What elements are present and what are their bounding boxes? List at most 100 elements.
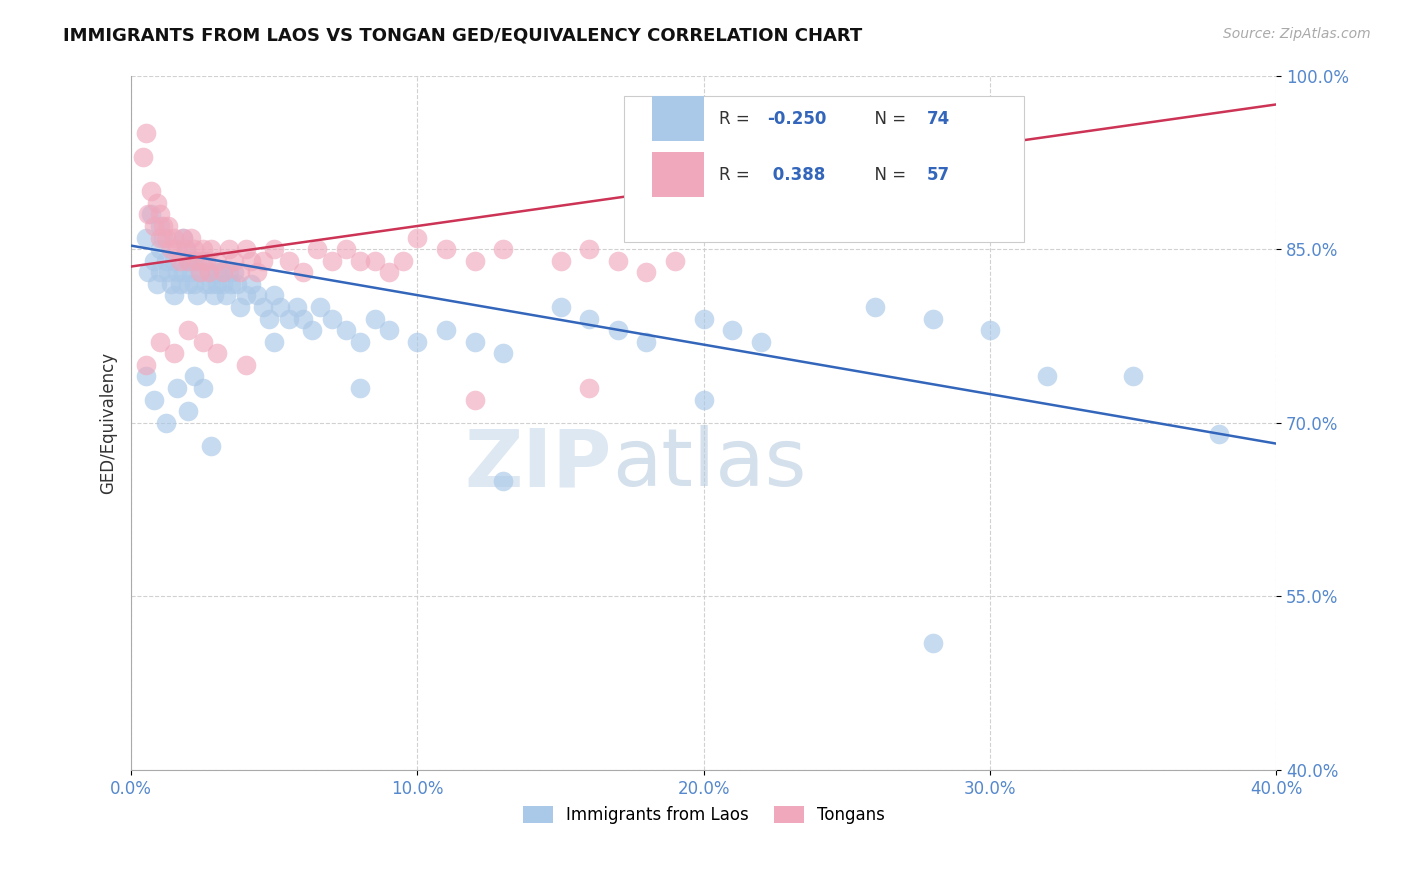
Point: [229, 300, 252, 314]
Point: [200, 242, 222, 256]
Point: [1122, 369, 1144, 384]
Point: [235, 288, 257, 302]
Point: [141, 184, 163, 198]
Point: [208, 265, 231, 279]
Text: 57: 57: [927, 166, 950, 184]
Point: [177, 277, 200, 291]
Point: [177, 253, 200, 268]
Point: [252, 253, 274, 268]
Point: [149, 230, 172, 244]
FancyBboxPatch shape: [652, 96, 703, 142]
Point: [166, 381, 188, 395]
Point: [229, 265, 252, 279]
Text: Source: ZipAtlas.com: Source: ZipAtlas.com: [1223, 27, 1371, 41]
Point: [197, 265, 219, 279]
Point: [183, 253, 205, 268]
Point: [291, 265, 314, 279]
Point: [921, 311, 943, 326]
Point: [263, 334, 285, 349]
Point: [240, 253, 263, 268]
Point: [163, 253, 186, 268]
Text: R =: R =: [718, 111, 755, 128]
Point: [177, 253, 200, 268]
Point: [224, 265, 246, 279]
Point: [378, 323, 401, 337]
Point: [492, 474, 515, 488]
Point: [1208, 427, 1230, 442]
Point: [183, 369, 205, 384]
Point: [163, 346, 186, 360]
Point: [606, 253, 628, 268]
Point: [180, 265, 202, 279]
Text: IMMIGRANTS FROM LAOS VS TONGAN GED/EQUIVALENCY CORRELATION CHART: IMMIGRANTS FROM LAOS VS TONGAN GED/EQUIV…: [63, 27, 862, 45]
Point: [434, 323, 457, 337]
Point: [174, 242, 197, 256]
Point: [152, 219, 174, 233]
Text: ZIP: ZIP: [465, 425, 612, 503]
Text: N =: N =: [863, 166, 911, 184]
Point: [335, 242, 357, 256]
Point: [131, 149, 153, 163]
Point: [749, 207, 772, 221]
Point: [226, 277, 249, 291]
Point: [135, 358, 157, 372]
Point: [692, 311, 714, 326]
Point: [349, 334, 371, 349]
Point: [406, 230, 429, 244]
Point: [215, 288, 238, 302]
Point: [186, 253, 208, 268]
Point: [692, 207, 714, 221]
Point: [191, 381, 214, 395]
Point: [146, 195, 169, 210]
Point: [180, 230, 202, 244]
Point: [143, 392, 166, 407]
Point: [636, 334, 658, 349]
Point: [149, 334, 172, 349]
Point: [606, 323, 628, 337]
Point: [240, 277, 263, 291]
Point: [157, 265, 180, 279]
Point: [205, 346, 228, 360]
Point: [149, 219, 172, 233]
Point: [211, 265, 233, 279]
Point: [464, 334, 486, 349]
Point: [163, 288, 186, 302]
Point: [141, 207, 163, 221]
Point: [252, 300, 274, 314]
Point: [188, 265, 211, 279]
Point: [149, 242, 172, 256]
Point: [692, 392, 714, 407]
Point: [246, 288, 269, 302]
Text: atlas: atlas: [612, 425, 807, 503]
Point: [434, 242, 457, 256]
Point: [155, 253, 177, 268]
Point: [285, 300, 308, 314]
Point: [235, 358, 257, 372]
Point: [143, 253, 166, 268]
Point: [349, 253, 371, 268]
Text: 0.388: 0.388: [766, 166, 825, 184]
Point: [138, 207, 160, 221]
Text: N =: N =: [863, 111, 911, 128]
Point: [155, 230, 177, 244]
Point: [152, 230, 174, 244]
Point: [169, 253, 191, 268]
Point: [263, 288, 285, 302]
Point: [188, 265, 211, 279]
Point: [211, 277, 233, 291]
Point: [578, 242, 600, 256]
Point: [378, 265, 401, 279]
Point: [143, 219, 166, 233]
Point: [186, 288, 208, 302]
Point: [246, 265, 269, 279]
Point: [406, 334, 429, 349]
Point: [183, 277, 205, 291]
Point: [191, 242, 214, 256]
Point: [291, 311, 314, 326]
Point: [321, 311, 343, 326]
Point: [200, 439, 222, 453]
Point: [135, 230, 157, 244]
Point: [202, 288, 225, 302]
Point: [263, 242, 285, 256]
Point: [309, 300, 332, 314]
